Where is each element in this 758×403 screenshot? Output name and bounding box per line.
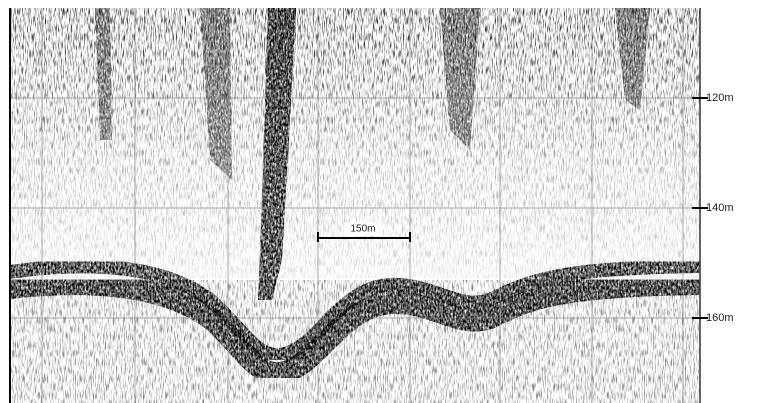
depth-label: 160m	[706, 312, 734, 324]
echogram: 120m 140m 160m 150m	[0, 0, 758, 403]
depth-label: 120m	[706, 92, 734, 104]
page: 120m 140m 160m 150m (() => { const data …	[0, 0, 758, 403]
depth-label: 140m	[706, 202, 734, 214]
scale-label: 150m	[350, 224, 375, 235]
